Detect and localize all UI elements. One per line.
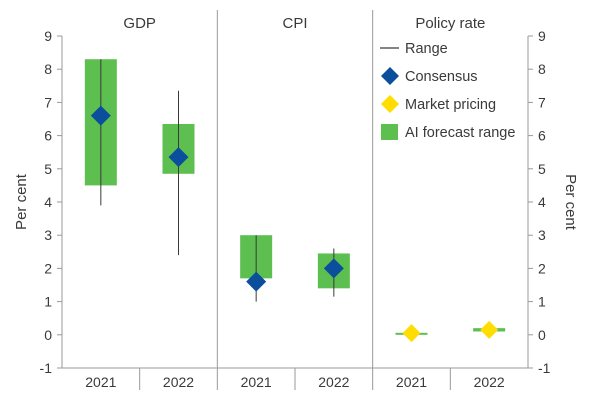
y-axis-right: -1 0 1 2 3 4 5 6 7 8 9	[528, 28, 551, 376]
y-tick-label-right: 0	[538, 327, 546, 343]
market-pricing-marker	[402, 324, 421, 343]
market-pricing-marker	[480, 320, 499, 339]
chart-marks	[84, 59, 506, 343]
legend-market-pricing-swatch	[381, 95, 399, 113]
panel-title: Policy rate	[415, 15, 485, 32]
y-tick-label-right: 2	[538, 260, 546, 276]
x-tick-label: 2022	[318, 374, 349, 390]
y-tick-label-left: 1	[44, 294, 52, 310]
x-axis: 2021 2022 2021 2022 2021 2022	[85, 368, 505, 390]
y-axis-left: -1 0 1 2 3 4 5 6 7 8 9	[40, 28, 62, 376]
consensus-marker	[246, 271, 267, 292]
y-tick-label-right: 5	[538, 161, 546, 177]
y-tick-label-right: 3	[538, 227, 546, 243]
plot-frame	[61, 10, 529, 390]
y-tick-label-right: 6	[538, 128, 546, 144]
legend-label: Consensus	[405, 69, 478, 85]
x-tick-label: 2021	[241, 374, 272, 390]
consensus-marker	[168, 147, 189, 168]
y-tick-label-left: -1	[40, 360, 53, 376]
legend-label: AI forecast range	[405, 125, 515, 141]
y-tick-label-right: 1	[538, 294, 546, 310]
x-tick-label: 2021	[396, 374, 427, 390]
legend-label: Market pricing	[405, 97, 496, 113]
y-tick-label-left: 2	[44, 260, 52, 276]
consensus-marker	[323, 258, 344, 279]
y-tick-label-left: 4	[44, 194, 52, 210]
y-tick-label-left: 6	[44, 128, 52, 144]
y-tick-label-right: 9	[538, 28, 546, 44]
x-tick-label: 2021	[85, 374, 116, 390]
y-tick-label-left: 5	[44, 161, 52, 177]
legend-ai-forecast-swatch	[381, 124, 398, 140]
y-tick-label-left: 7	[44, 94, 52, 110]
y-axis-title-right: Per cent	[562, 174, 579, 231]
panel-title: CPI	[282, 15, 307, 32]
consensus-marker	[90, 105, 111, 126]
panel-titles: GDP CPI Policy rate	[123, 15, 485, 32]
legend-label: Range	[405, 41, 448, 57]
y-tick-label-right: 7	[538, 94, 546, 110]
y-tick-label-right: 4	[538, 194, 546, 210]
y-tick-label-right: -1	[538, 360, 551, 376]
x-tick-label: 2022	[474, 374, 505, 390]
legend: Range Consensus Market pricing AI forecast …	[380, 41, 515, 141]
y-tick-label-left: 3	[44, 227, 52, 243]
y-tick-label-right: 8	[538, 61, 546, 77]
x-tick-label: 2022	[163, 374, 194, 390]
y-tick-label-left: 9	[44, 28, 52, 44]
legend-consensus-swatch	[381, 67, 399, 85]
y-tick-label-left: 8	[44, 61, 52, 77]
panel-title: GDP	[123, 15, 156, 32]
y-tick-label-left: 0	[44, 327, 52, 343]
y-axis-title-left: Per cent	[13, 173, 30, 230]
